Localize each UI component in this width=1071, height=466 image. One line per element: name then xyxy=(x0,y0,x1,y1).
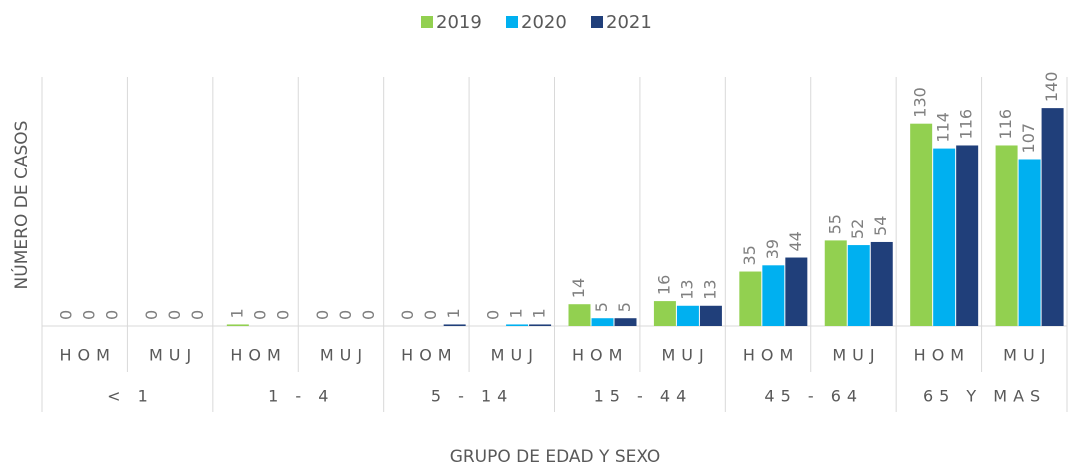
data-label: 5 xyxy=(592,302,611,312)
bar xyxy=(1018,159,1041,326)
data-label: 0 xyxy=(250,310,269,320)
data-label: 55 xyxy=(825,214,844,234)
data-label: 0 xyxy=(336,310,355,320)
x-tick-label: HOM xyxy=(230,346,286,365)
data-label: 140 xyxy=(1042,72,1061,103)
x-tick-label: HOM xyxy=(59,346,115,365)
data-label: 1 xyxy=(507,308,526,318)
bar xyxy=(614,318,637,326)
data-label: 52 xyxy=(848,219,867,239)
data-label: 0 xyxy=(103,310,122,320)
bar xyxy=(226,324,249,326)
data-label: 0 xyxy=(142,310,161,320)
data-label: 5 xyxy=(615,302,634,312)
bar xyxy=(995,145,1018,326)
data-label: 0 xyxy=(398,310,417,320)
data-label: 116 xyxy=(957,109,976,140)
data-label: 35 xyxy=(740,245,759,265)
bar xyxy=(1041,108,1064,326)
data-label: 0 xyxy=(484,310,503,320)
x-tick-label: MUJ xyxy=(1003,346,1051,365)
data-label: 0 xyxy=(80,310,99,320)
data-label: 39 xyxy=(763,239,782,259)
bar xyxy=(910,123,933,326)
data-label: 14 xyxy=(569,278,588,298)
data-label: 114 xyxy=(934,112,953,143)
bar xyxy=(847,245,870,326)
bar xyxy=(653,301,676,326)
data-label: 44 xyxy=(786,231,805,251)
data-label: 16 xyxy=(654,275,673,295)
legend-label: 2019 xyxy=(436,12,482,33)
data-label: 13 xyxy=(677,279,696,299)
data-label: 13 xyxy=(700,279,719,299)
data-label: 0 xyxy=(359,310,378,320)
data-label: 1 xyxy=(227,308,246,318)
data-label: 0 xyxy=(421,310,440,320)
x-tick-label: MUJ xyxy=(320,346,368,365)
data-label: 0 xyxy=(188,310,207,320)
legend-swatch xyxy=(591,16,603,28)
group-label: 45 - 64 xyxy=(764,387,863,406)
data-label: 0 xyxy=(313,310,332,320)
bar xyxy=(506,324,529,326)
x-tick-label: HOM xyxy=(572,346,628,365)
group-label: 65 Y MAS xyxy=(923,387,1046,406)
data-label: 1 xyxy=(444,308,463,318)
group-label: < 1 xyxy=(107,387,154,406)
legend-swatch xyxy=(421,16,433,28)
bar xyxy=(699,305,722,326)
bar xyxy=(956,145,979,326)
x-tick-label: MUJ xyxy=(662,346,710,365)
group-label: 1 - 4 xyxy=(268,387,334,406)
bar xyxy=(870,241,893,326)
legend-swatch xyxy=(506,16,518,28)
bar xyxy=(443,324,466,326)
bar xyxy=(591,318,614,326)
data-label: 0 xyxy=(57,310,76,320)
x-tick-label: MUJ xyxy=(491,346,539,365)
bar xyxy=(762,265,785,326)
data-label: 130 xyxy=(911,87,930,118)
data-label: 1 xyxy=(530,308,549,318)
bar xyxy=(824,240,847,326)
data-label: 116 xyxy=(996,109,1015,140)
bar xyxy=(933,148,956,326)
data-label: 54 xyxy=(871,216,890,236)
x-tick-label: HOM xyxy=(401,346,457,365)
data-label: 0 xyxy=(273,310,292,320)
data-label: 0 xyxy=(165,310,184,320)
legend-label: 2021 xyxy=(606,12,652,33)
y-axis-title: NÚMERO DE CASOS xyxy=(10,121,32,290)
bar xyxy=(568,304,591,326)
group-label: 5 - 14 xyxy=(431,387,513,406)
legend-label: 2020 xyxy=(521,12,567,33)
data-label: 107 xyxy=(1019,123,1038,154)
bar xyxy=(739,271,762,326)
group-label: 15 - 44 xyxy=(594,387,693,406)
x-axis-title: GRUPO DE EDAD Y SEXO xyxy=(450,447,661,466)
x-tick-label: MUJ xyxy=(149,346,197,365)
bar xyxy=(529,324,552,326)
x-tick-label: HOM xyxy=(743,346,799,365)
x-tick-label: MUJ xyxy=(832,346,880,365)
bar xyxy=(676,305,699,326)
bar xyxy=(785,257,808,326)
x-tick-label: HOM xyxy=(914,346,970,365)
